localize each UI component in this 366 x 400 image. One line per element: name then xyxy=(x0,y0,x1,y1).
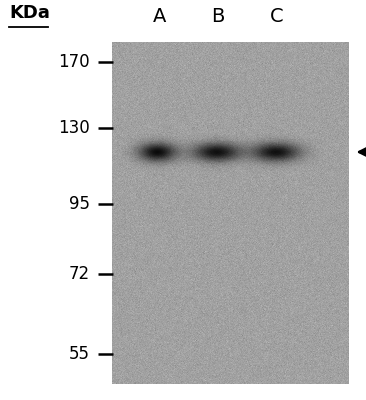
Text: 55: 55 xyxy=(69,345,90,363)
Text: 130: 130 xyxy=(58,119,90,137)
Text: A: A xyxy=(153,7,166,26)
Text: 170: 170 xyxy=(58,53,90,71)
Text: B: B xyxy=(211,7,224,26)
Text: C: C xyxy=(269,7,283,26)
Text: KDa: KDa xyxy=(9,4,50,22)
Text: 95: 95 xyxy=(69,195,90,213)
Text: 72: 72 xyxy=(68,265,90,283)
